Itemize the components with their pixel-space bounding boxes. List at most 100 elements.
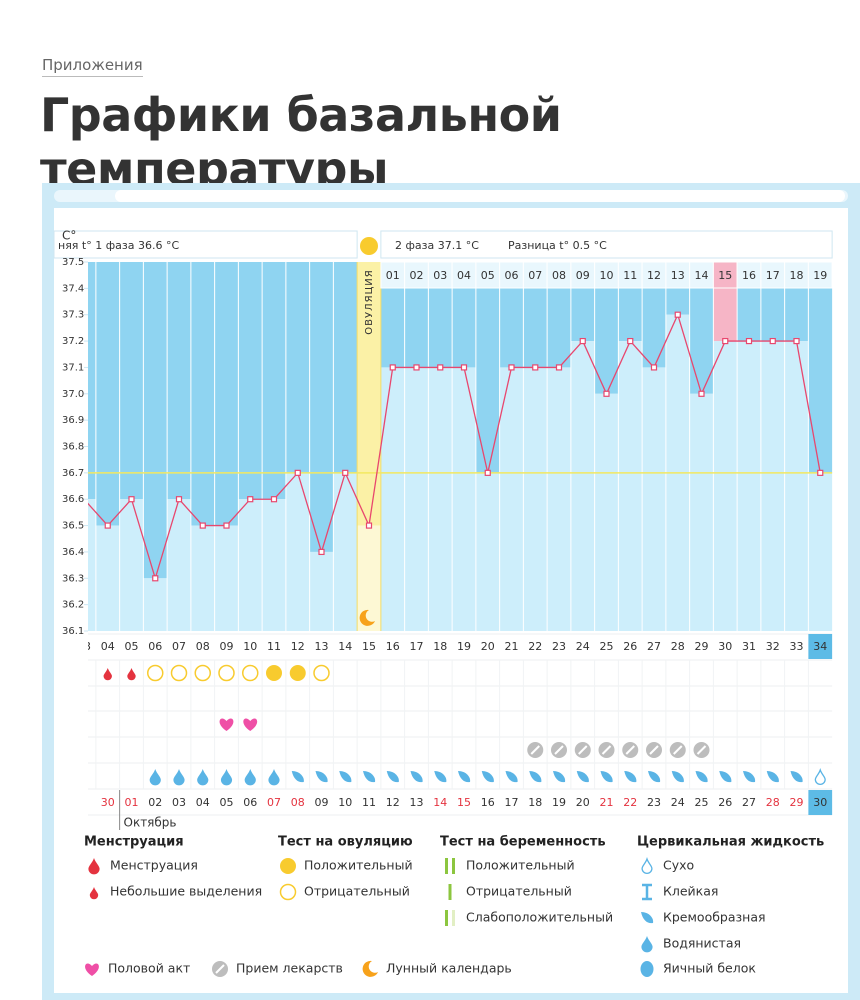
bars-2-part bbox=[445, 858, 448, 874]
temperature-point bbox=[579, 337, 586, 345]
creamy-symbol bbox=[743, 771, 756, 783]
y-tick-label: 36.7 bbox=[62, 468, 84, 479]
phase2-text: 2 фаза 37.1 °C bbox=[395, 239, 479, 252]
x-tick-label: 24 bbox=[576, 640, 590, 653]
phase1-box bbox=[53, 230, 358, 259]
legend-label: Отрицательный bbox=[466, 884, 572, 899]
creamy-symbol bbox=[766, 771, 779, 783]
y-unit: C° bbox=[62, 229, 76, 243]
creamy-symbol bbox=[529, 771, 542, 783]
y-tick-label: 36.8 bbox=[62, 442, 84, 453]
creamy-part bbox=[291, 771, 304, 783]
bars-2-part bbox=[452, 858, 455, 874]
circle-empty-symbol bbox=[242, 664, 259, 682]
column-bottom bbox=[808, 472, 833, 631]
column-bottom bbox=[642, 367, 666, 631]
scroll-thumb[interactable] bbox=[115, 190, 845, 202]
phase-day-cell bbox=[807, 261, 833, 289]
creamy-symbol bbox=[600, 771, 613, 783]
x-tick-label: 29 bbox=[695, 640, 709, 653]
x-tick-label: 33 bbox=[790, 640, 804, 653]
temperature-point bbox=[508, 364, 515, 371]
y-tick-label: 36.1 bbox=[62, 626, 84, 637]
x-tick-label: 27 bbox=[647, 640, 661, 653]
creamy-part bbox=[410, 771, 423, 783]
creamy-part bbox=[315, 771, 328, 783]
y-tick-label: 36.5 bbox=[62, 521, 84, 532]
creamy-part bbox=[719, 771, 732, 783]
column-bottom bbox=[618, 341, 643, 631]
creamy-symbol bbox=[434, 771, 447, 783]
y-tick-label: 37.1 bbox=[62, 362, 84, 373]
y-tick-label: 37.0 bbox=[62, 389, 84, 400]
creamy-part bbox=[641, 912, 654, 924]
temperature-point bbox=[769, 337, 776, 345]
x-tick-label: 09 bbox=[220, 640, 234, 653]
page-title: Графики базальной температуры bbox=[40, 88, 562, 196]
circle-full-part bbox=[289, 665, 306, 681]
legend-title: Тест на овуляцию bbox=[278, 835, 413, 850]
watery-part bbox=[244, 769, 256, 786]
phase-day-label: 19 bbox=[813, 269, 827, 282]
watery-part bbox=[268, 769, 280, 786]
phase-day-label: 09 bbox=[576, 269, 590, 282]
column-top bbox=[143, 262, 168, 579]
temperature-point bbox=[745, 337, 753, 345]
circle-full-symbol bbox=[266, 665, 282, 681]
y-tick-label: 36.6 bbox=[62, 494, 84, 505]
creamy-part bbox=[743, 771, 756, 783]
date-label: 16 bbox=[481, 796, 495, 809]
column-bottom bbox=[262, 499, 286, 631]
egg-part bbox=[640, 961, 654, 977]
column-bottom bbox=[784, 341, 809, 631]
moon-icon bbox=[359, 609, 375, 626]
date-label: 08 bbox=[291, 796, 305, 809]
temperature-point bbox=[817, 469, 824, 476]
temperature-point bbox=[294, 469, 301, 476]
legend-icon bbox=[280, 858, 296, 874]
watery-part bbox=[173, 769, 185, 786]
date-label: 28 bbox=[766, 796, 780, 809]
phase-day-label: 18 bbox=[790, 269, 804, 282]
creamy-part bbox=[481, 771, 494, 783]
pill-symbol bbox=[669, 742, 686, 758]
date-label: 09 bbox=[315, 796, 329, 809]
phase-day-label: 06 bbox=[505, 269, 519, 282]
breadcrumb[interactable]: Приложения bbox=[42, 56, 143, 77]
legend-label: Слабоположительный bbox=[466, 910, 613, 925]
x-tick-label: 04 bbox=[101, 640, 115, 653]
temperature-point bbox=[722, 337, 729, 345]
x-tick-label: 11 bbox=[267, 640, 281, 653]
date-label: 14 bbox=[433, 796, 447, 809]
column-top bbox=[190, 262, 215, 526]
drop-small-part bbox=[89, 887, 99, 900]
column-bottom bbox=[95, 525, 120, 631]
circle-empty-part bbox=[279, 883, 297, 901]
creamy-symbol bbox=[719, 771, 732, 783]
circle-full-part bbox=[266, 665, 282, 681]
pill-part bbox=[673, 745, 683, 755]
pill-symbol bbox=[622, 742, 639, 758]
watery-symbol bbox=[244, 769, 256, 786]
column-bottom bbox=[167, 499, 191, 631]
watery-part bbox=[197, 769, 209, 786]
watery-symbol bbox=[173, 769, 185, 786]
x-tick-label: 21 bbox=[505, 640, 519, 653]
column-bottom bbox=[713, 341, 738, 631]
date-label: 29 bbox=[790, 796, 804, 809]
x-tick-label: 18 bbox=[433, 640, 447, 653]
circle-empty-symbol bbox=[194, 664, 211, 682]
column-bottom bbox=[88, 499, 96, 631]
date-label: 26 bbox=[718, 796, 732, 809]
column-bottom bbox=[452, 367, 476, 631]
creamy-part bbox=[363, 771, 376, 783]
pill-symbol bbox=[527, 742, 544, 758]
legend-label: Положительный bbox=[304, 858, 413, 873]
pill-part bbox=[578, 745, 588, 755]
column-top bbox=[357, 262, 381, 526]
column-top bbox=[88, 262, 96, 500]
creamy-symbol bbox=[790, 771, 803, 783]
difference-text: Разница t° 0.5 °C bbox=[508, 239, 607, 252]
creamy-part bbox=[553, 771, 566, 783]
legend-title: Менструация bbox=[84, 835, 184, 850]
